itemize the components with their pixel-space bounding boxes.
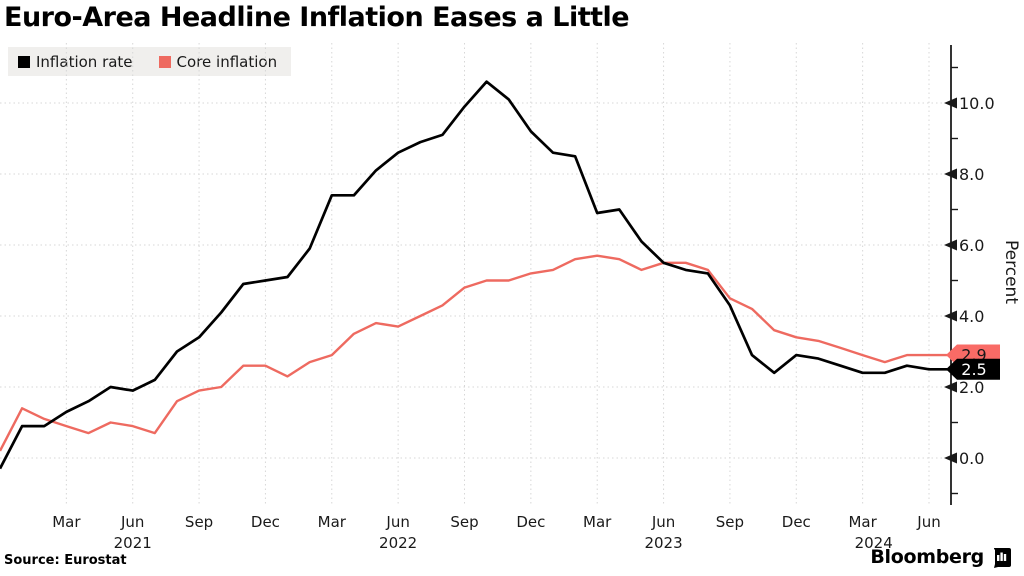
y-tick-label: 4.0 — [959, 307, 984, 326]
end-value-label-inflation-rate: 2.5 — [961, 360, 986, 379]
y-tick-label: 0.0 — [959, 449, 984, 468]
y-major-tick-arrow-icon — [944, 97, 957, 109]
chart-legend: Inflation rate Core inflation — [8, 47, 292, 76]
y-tick-label: 2.0 — [959, 378, 984, 397]
y-tick-label: 8.0 — [959, 165, 984, 184]
brand-logo: Bloomberg — [870, 546, 1012, 568]
x-tick-label: Sep — [716, 513, 744, 531]
x-tick-label: Mar — [583, 513, 612, 531]
source-note: Source: Eurostat — [4, 553, 127, 568]
x-tick-label: Sep — [450, 513, 478, 531]
y-major-tick-arrow-icon — [944, 452, 957, 464]
inflation-rate-swatch-icon — [18, 55, 30, 68]
x-tick-label: Dec — [251, 513, 280, 531]
legend-label-core-inflation: Core inflation — [176, 52, 278, 71]
x-tick-label: Sep — [185, 513, 213, 531]
y-major-tick-arrow-icon — [944, 381, 957, 393]
year-label: 2024 — [855, 534, 893, 552]
core-inflation-swatch-icon — [158, 55, 171, 68]
y-major-tick-arrow-icon — [944, 239, 957, 251]
x-tick-label: Jun — [651, 513, 675, 531]
year-label: 2022 — [379, 534, 417, 552]
x-tick-label: Jun — [916, 513, 940, 531]
year-label: 2023 — [644, 534, 682, 552]
y-axis-title: Percent — [1001, 240, 1021, 304]
y-major-tick-arrow-icon — [944, 310, 957, 322]
x-tick-label: Mar — [52, 513, 81, 531]
y-tick-label: 10.0 — [959, 94, 995, 113]
y-major-tick-arrow-icon — [944, 168, 957, 180]
x-tick-label: Dec — [516, 513, 545, 531]
x-tick-label: Mar — [848, 513, 877, 531]
legend-item-inflation-rate: Inflation rate — [18, 53, 133, 71]
series-line-inflation-rate — [0, 80, 949, 470]
end-value-tag-inflation-rate — [946, 358, 1000, 380]
y-tick-label: 6.0 — [959, 236, 984, 255]
legend-label-inflation-rate: Inflation rate — [36, 52, 133, 71]
series-line-core-inflation — [0, 254, 949, 452]
x-tick-label: Dec — [782, 513, 811, 531]
brand-name: Bloomberg — [870, 546, 984, 568]
legend-item-core-inflation: Core inflation — [158, 52, 278, 71]
page-title: Euro-Area Headline Inflation Eases a Lit… — [4, 2, 630, 33]
bloomberg-icon — [993, 547, 1011, 568]
x-tick-label: Jun — [385, 513, 409, 531]
year-label: 2021 — [114, 534, 152, 552]
x-tick-label: Mar — [318, 513, 347, 531]
x-tick-label: Jun — [120, 513, 144, 531]
